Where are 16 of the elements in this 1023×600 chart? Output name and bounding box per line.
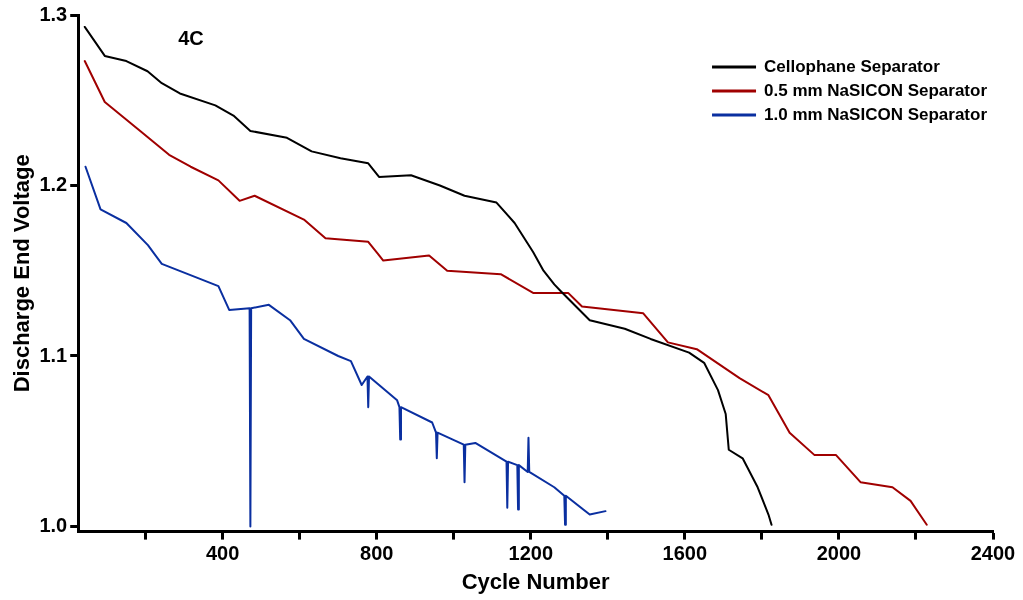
y-tick-label: 1.3 bbox=[39, 2, 68, 25]
y-axis-title: Discharge End Voltage bbox=[9, 154, 35, 393]
annotation: 4C bbox=[178, 26, 204, 49]
x-tick-label: 2400 bbox=[970, 542, 1016, 565]
x-axis-title: Cycle Number bbox=[461, 568, 610, 594]
y-tick-label: 1.0 bbox=[39, 514, 68, 536]
legend-label: 1.0 mm NaSICON Separator bbox=[764, 104, 988, 124]
legend-label: 0.5 mm NaSICON Separator bbox=[764, 80, 988, 100]
x-tick-label: 2000 bbox=[816, 542, 862, 565]
x-tick-label: 1600 bbox=[662, 542, 708, 565]
x-tick-label: 1200 bbox=[508, 542, 554, 565]
legend-label: Cellophane Separator bbox=[764, 56, 941, 76]
x-tick-label: 800 bbox=[360, 542, 394, 565]
y-tick-label: 1.2 bbox=[39, 173, 68, 196]
y-tick-label: 1.1 bbox=[39, 343, 68, 366]
x-tick-label: 400 bbox=[205, 542, 240, 565]
